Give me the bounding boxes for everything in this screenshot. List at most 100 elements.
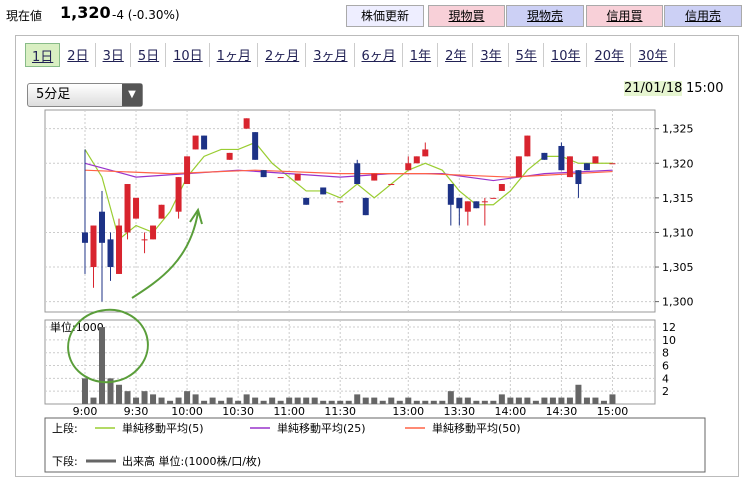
candle-body xyxy=(150,225,157,240)
candle-body xyxy=(388,184,395,186)
volume-bar xyxy=(226,397,233,404)
volume-bar xyxy=(447,391,454,404)
period-tab[interactable]: 30年 xyxy=(632,43,675,67)
moving-average-line xyxy=(84,169,613,178)
candle-body xyxy=(362,197,369,216)
y-tick-label: 12 xyxy=(662,321,676,334)
candle-body xyxy=(90,225,97,268)
period-tab[interactable]: 6ヶ月 xyxy=(356,43,403,67)
x-tick-label: 11:00 xyxy=(273,405,305,418)
y-tick-label: 1,305 xyxy=(662,261,694,274)
x-tick-label: 13:30 xyxy=(443,405,475,418)
volume-bar xyxy=(413,400,420,404)
y-tick-label: 1,300 xyxy=(662,296,694,309)
volume-bar xyxy=(464,397,471,404)
candle-body xyxy=(498,184,505,191)
margin-sell-button[interactable]: 信用売 xyxy=(664,5,742,27)
date: 21/01/18 xyxy=(624,81,683,96)
y-tick-label: 1,315 xyxy=(662,192,694,205)
y-tick-label: 1,320 xyxy=(662,157,694,170)
volume-bar xyxy=(362,397,369,404)
volume-bar xyxy=(201,400,208,404)
candle-body xyxy=(226,152,233,160)
sell-button[interactable]: 現物売 xyxy=(506,5,584,27)
period-tab[interactable]: 3ヶ月 xyxy=(307,43,355,67)
candle-body xyxy=(558,145,565,171)
period-tab[interactable]: 10年 xyxy=(545,43,588,67)
volume-bar xyxy=(141,391,148,404)
x-tick-label: 10:00 xyxy=(171,405,203,418)
volume-bar xyxy=(133,397,140,404)
x-tick-label: 14:00 xyxy=(495,405,527,418)
period-tab[interactable]: 2ヶ月 xyxy=(259,43,307,67)
volume-bar xyxy=(286,397,293,404)
interval-select[interactable]: 5分足 ▼ xyxy=(27,83,143,107)
volume-bar xyxy=(388,397,395,404)
moving-average-line xyxy=(84,141,613,241)
volume-bar xyxy=(549,397,556,404)
y-tick-label: 8 xyxy=(662,347,669,360)
candle-body xyxy=(456,197,463,209)
candle-body xyxy=(464,201,471,212)
volume-bar xyxy=(328,400,335,404)
period-tab[interactable]: 2年 xyxy=(439,43,474,67)
candle-body xyxy=(158,204,165,219)
period-tab[interactable]: 3年 xyxy=(474,43,509,67)
candle-body xyxy=(192,135,199,150)
candle-body xyxy=(473,201,480,209)
period-tab[interactable]: 5年 xyxy=(510,43,544,67)
volume-bar xyxy=(473,400,480,404)
x-tick-label: 10:30 xyxy=(222,405,254,418)
period-tab[interactable]: 2日 xyxy=(61,43,96,67)
candle-body xyxy=(320,187,327,195)
buy-button[interactable]: 現物買 xyxy=(428,5,505,27)
period-tab[interactable]: 1年 xyxy=(404,43,439,67)
candle-body xyxy=(490,197,497,199)
candle-body xyxy=(277,177,284,179)
moving-average-line xyxy=(84,162,613,182)
volume-bar xyxy=(337,400,344,404)
volume-bar xyxy=(558,397,565,404)
legend-label: 単純移動平均(5) xyxy=(122,421,204,435)
candle-body xyxy=(294,173,301,181)
candle-body xyxy=(201,135,208,150)
interval-text: 5分足 xyxy=(36,87,71,102)
period-tab[interactable]: 3日 xyxy=(97,43,131,67)
candle-body xyxy=(413,156,420,164)
refresh-button[interactable]: 株価更新 xyxy=(346,5,424,27)
period-tab[interactable]: 20年 xyxy=(588,43,632,67)
volume-bar xyxy=(81,378,88,404)
volume-bar xyxy=(294,397,301,404)
unit-label: 単位:1000 xyxy=(50,320,104,334)
x-tick-label: 9:30 xyxy=(124,405,149,418)
legend-upper-label: 上段: xyxy=(52,421,78,435)
volume-bar xyxy=(583,397,590,404)
candle-body xyxy=(116,225,123,274)
dropdown-arrow: ▼ xyxy=(122,84,142,106)
legend-box xyxy=(44,417,706,473)
candle-body xyxy=(133,197,140,219)
candle-body xyxy=(609,163,616,165)
period-tab[interactable]: 10日 xyxy=(167,43,210,67)
volume-bar xyxy=(124,391,131,404)
candle-body xyxy=(592,156,599,164)
volume-bar xyxy=(507,397,514,404)
period-tab[interactable]: 1日 xyxy=(25,43,61,67)
volume-bar xyxy=(303,397,310,404)
period-tab[interactable]: 1ヶ月 xyxy=(211,43,258,67)
period-tab[interactable]: 5日 xyxy=(132,43,167,67)
volume-bar xyxy=(260,400,267,404)
x-tick-label: 15:00 xyxy=(597,405,629,418)
volume-bar xyxy=(252,397,259,404)
candle-body xyxy=(243,118,250,129)
candle-body xyxy=(99,211,106,243)
volume-bar xyxy=(218,400,225,404)
y-tick-label: 1,310 xyxy=(662,226,694,239)
candle-body xyxy=(184,156,191,185)
volume-bar xyxy=(354,394,361,404)
volume-bar xyxy=(481,400,488,404)
volume-bar xyxy=(600,400,607,404)
volume-bar xyxy=(405,397,412,404)
x-tick-label: 14:30 xyxy=(546,405,578,418)
margin-buy-button[interactable]: 信用買 xyxy=(586,5,663,27)
